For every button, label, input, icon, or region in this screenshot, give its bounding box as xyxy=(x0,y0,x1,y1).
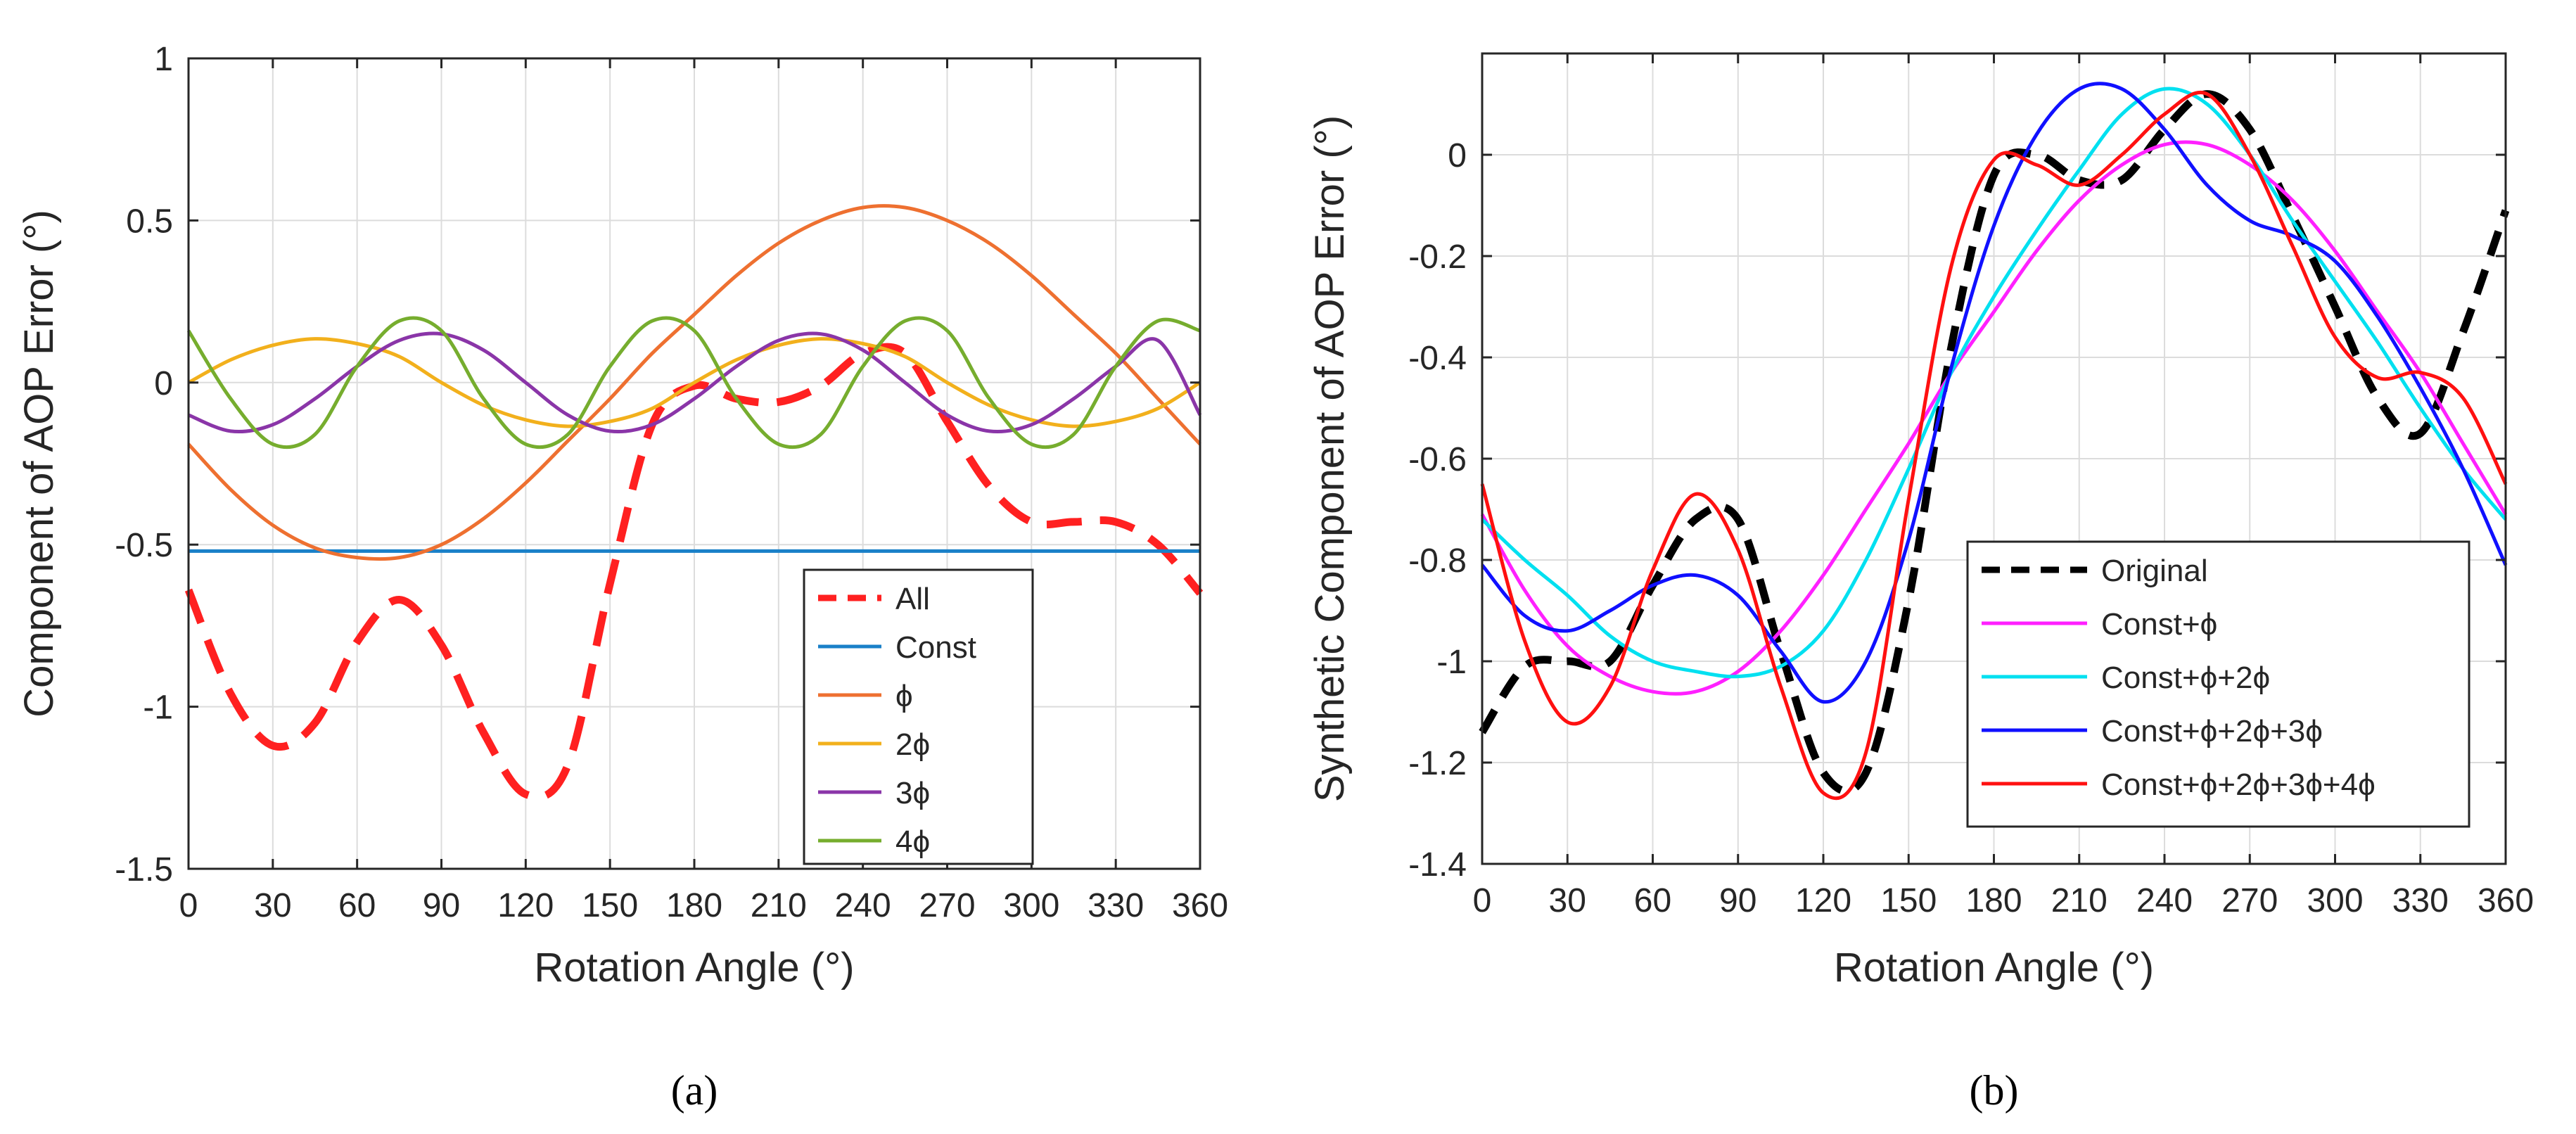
x-tick-label: 330 xyxy=(2392,882,2449,919)
legend-label-0: All xyxy=(895,582,930,616)
panel-label: (b) xyxy=(1970,1067,2019,1114)
panel-b-chart: 0 30 60 90 120 150 180 210 240 270 300 330 360 -1.4 -1… xyxy=(1307,52,2534,1114)
x-tick-label: 120 xyxy=(497,887,554,924)
x-tick-label: 120 xyxy=(1795,882,1851,919)
x-tick-label: 30 xyxy=(1549,882,1586,919)
series-line-0 xyxy=(184,343,1204,801)
legend-label-0: Original xyxy=(2101,554,2208,588)
y-tick-label: -1.4 xyxy=(1408,846,1467,884)
panel-a-chart: 0 30 60 90 120 150 180 210 240 270 300 330 360 -1.5 -1… xyxy=(16,41,1228,1114)
x-tick-label: 60 xyxy=(338,887,376,924)
legend-label-5: 4ϕ xyxy=(895,824,930,859)
legend-label-2: Const+ϕ+2ϕ xyxy=(2101,661,2270,695)
x-tick-label: 210 xyxy=(751,887,807,924)
series-line-2 xyxy=(1481,87,2507,679)
x-tick-label: 0 xyxy=(179,887,198,924)
legend-label-3: 2ϕ xyxy=(895,727,930,762)
x-axis-title: Rotation Angle (°) xyxy=(534,945,854,990)
x-tick-label: 90 xyxy=(1719,882,1756,919)
y-tick-label: -0.4 xyxy=(1408,340,1467,377)
y-tick-label: -1 xyxy=(1436,644,1467,681)
x-tick-label: 150 xyxy=(582,887,638,924)
legend-label-2: ϕ xyxy=(895,679,913,713)
x-tick-label: 210 xyxy=(2051,882,2108,919)
y-axis-title: Synthetic Component of AOP Error (°) xyxy=(1307,115,1353,802)
y-tick-label: -0.6 xyxy=(1408,441,1467,478)
y-tick-label: 1 xyxy=(154,41,173,78)
series-line-3 xyxy=(187,337,1201,428)
series-line-5 xyxy=(186,316,1201,450)
x-tick-label: 300 xyxy=(2307,882,2363,919)
x-tick-label: 60 xyxy=(1634,882,1671,919)
x-tick-label: 0 xyxy=(1473,882,1492,919)
y-tick-label: -0.5 xyxy=(115,527,173,564)
x-axis-title: Rotation Angle (°) xyxy=(1834,945,2154,990)
series-line-4 xyxy=(1480,91,2508,801)
x-tick-label: 270 xyxy=(919,887,975,924)
y-tick-label: -0.8 xyxy=(1408,542,1467,580)
y-tick-label: -1.5 xyxy=(115,851,173,888)
y-tick-label: 0.5 xyxy=(126,203,173,240)
series-line-3 xyxy=(1481,82,2508,704)
y-tick-label: 0 xyxy=(1448,137,1467,174)
legend-box xyxy=(803,568,1034,865)
y-tick-label: 0 xyxy=(154,365,173,402)
x-tick-label: 360 xyxy=(2478,882,2534,919)
y-tick-label: -1.2 xyxy=(1408,745,1467,782)
x-tick-label: 270 xyxy=(2221,882,2278,919)
legend-label-4: 3ϕ xyxy=(895,776,930,810)
series-line-1 xyxy=(1480,140,2508,696)
x-tick-label: 300 xyxy=(1003,887,1059,924)
y-tick-label: -1 xyxy=(143,689,173,727)
x-tick-label: 330 xyxy=(1088,887,1144,924)
legend-label-4: Const+ϕ+2ϕ+3ϕ+4ϕ xyxy=(2101,767,2376,802)
legend-box xyxy=(1966,540,2470,828)
x-tick-label: 180 xyxy=(1965,882,2022,919)
panel-label: (a) xyxy=(671,1067,718,1114)
x-tick-label: 30 xyxy=(254,887,291,924)
legend-label-3: Const+ϕ+2ϕ+3ϕ xyxy=(2101,714,2323,748)
legend-label-1: Const+ϕ xyxy=(2101,607,2217,642)
legend-label-1: Const xyxy=(895,630,976,665)
x-tick-label: 180 xyxy=(666,887,722,924)
series-line-2 xyxy=(187,204,1201,561)
x-tick-label: 240 xyxy=(2136,882,2193,919)
series-line-0 xyxy=(1479,90,2510,796)
x-tick-label: 240 xyxy=(835,887,891,924)
y-axis-title: Component of AOP Error (°) xyxy=(16,210,62,718)
x-tick-label: 90 xyxy=(423,887,460,924)
x-tick-label: 360 xyxy=(1172,887,1228,924)
y-tick-label: -0.2 xyxy=(1408,238,1467,276)
x-tick-label: 150 xyxy=(1880,882,1937,919)
